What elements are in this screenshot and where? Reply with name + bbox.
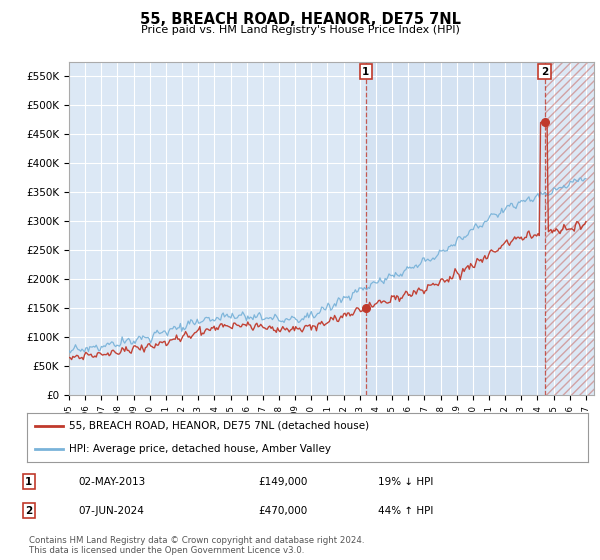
Text: 02-MAY-2013: 02-MAY-2013 xyxy=(78,477,145,487)
Text: £149,000: £149,000 xyxy=(258,477,307,487)
Text: Contains HM Land Registry data © Crown copyright and database right 2024.
This d: Contains HM Land Registry data © Crown c… xyxy=(29,536,364,556)
Text: 55, BREACH ROAD, HEANOR, DE75 7NL (detached house): 55, BREACH ROAD, HEANOR, DE75 7NL (detac… xyxy=(69,421,369,431)
Bar xyxy=(545,62,594,395)
Bar xyxy=(366,62,545,395)
Text: 07-JUN-2024: 07-JUN-2024 xyxy=(78,506,144,516)
Text: 19% ↓ HPI: 19% ↓ HPI xyxy=(378,477,433,487)
Text: 2: 2 xyxy=(25,506,32,516)
Text: 1: 1 xyxy=(362,67,370,77)
Text: £470,000: £470,000 xyxy=(258,506,307,516)
Bar xyxy=(545,62,594,395)
Bar xyxy=(545,62,594,395)
Text: Price paid vs. HM Land Registry's House Price Index (HPI): Price paid vs. HM Land Registry's House … xyxy=(140,25,460,35)
Text: 1: 1 xyxy=(25,477,32,487)
Text: 44% ↑ HPI: 44% ↑ HPI xyxy=(378,506,433,516)
Text: 2: 2 xyxy=(541,67,548,77)
Text: 55, BREACH ROAD, HEANOR, DE75 7NL: 55, BREACH ROAD, HEANOR, DE75 7NL xyxy=(139,12,461,27)
Text: HPI: Average price, detached house, Amber Valley: HPI: Average price, detached house, Ambe… xyxy=(69,444,331,454)
